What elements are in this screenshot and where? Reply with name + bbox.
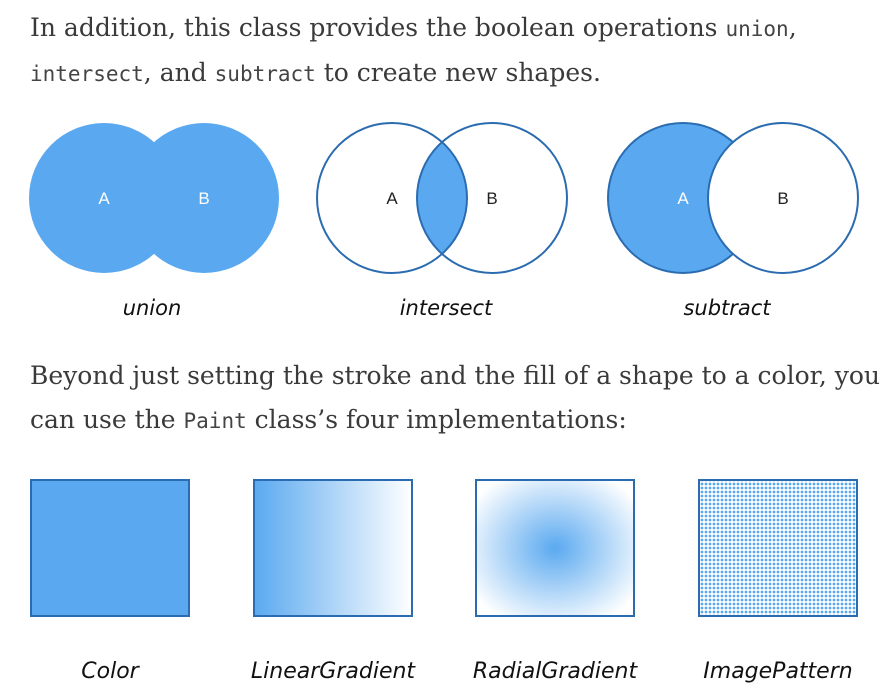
radial-gradient-swatch: [475, 479, 635, 617]
image-pattern-caption: ImagePattern: [703, 659, 852, 684]
union-circle-b: [129, 123, 279, 273]
union-label-b: B: [198, 189, 209, 208]
intro-paragraph: In addition, this class provides the boo…: [30, 6, 880, 96]
intersect-label-a: A: [386, 189, 398, 208]
boolean-operations-figure: A B A B A B union intersect subtract: [29, 122, 859, 320]
subtract-label-b: B: [777, 189, 788, 208]
intro-text-start: In addition, this class provides the boo…: [30, 13, 726, 42]
subtract-circle-b: [707, 122, 859, 274]
intro-text-sep1: ,: [788, 13, 797, 42]
subtract-label-a: A: [677, 189, 689, 208]
subtract-diagram: A B: [607, 122, 859, 274]
intersect-outline-a: [316, 122, 468, 274]
code-union: union: [725, 17, 789, 41]
code-paint: Paint: [183, 409, 247, 433]
color-caption: Color: [81, 659, 140, 684]
code-intersect: intersect: [30, 62, 144, 86]
union-caption: union: [123, 296, 182, 320]
paint-text-end: class’s four implementations:: [246, 405, 627, 434]
paint-implementations-figure: Color LinearGradient RadialGradient Imag…: [30, 479, 858, 684]
color-swatch: [30, 479, 190, 617]
linear-gradient-caption: LinearGradient: [251, 659, 417, 684]
intersect-overlap: [417, 123, 467, 273]
union-diagram: A B: [29, 123, 279, 273]
intro-text-sep2: , and: [143, 58, 215, 87]
linear-gradient-swatch: [253, 479, 413, 617]
radial-gradient-caption: RadialGradient: [473, 659, 639, 684]
intersect-label-b: B: [486, 189, 497, 208]
intersect-outline-b: [416, 122, 568, 274]
intersect-caption: intersect: [400, 296, 493, 320]
intro-text-end: to create new shapes.: [315, 58, 601, 87]
intersect-diagram: A B: [316, 122, 568, 274]
code-subtract: subtract: [214, 62, 316, 86]
paint-paragraph: Beyond just setting the stroke and the f…: [30, 354, 880, 443]
subtract-caption: subtract: [683, 296, 771, 320]
union-label-a: A: [98, 189, 110, 208]
image-pattern-swatch: [698, 479, 858, 617]
paint-text-start: Beyond just setting the stroke and the f…: [30, 361, 880, 434]
